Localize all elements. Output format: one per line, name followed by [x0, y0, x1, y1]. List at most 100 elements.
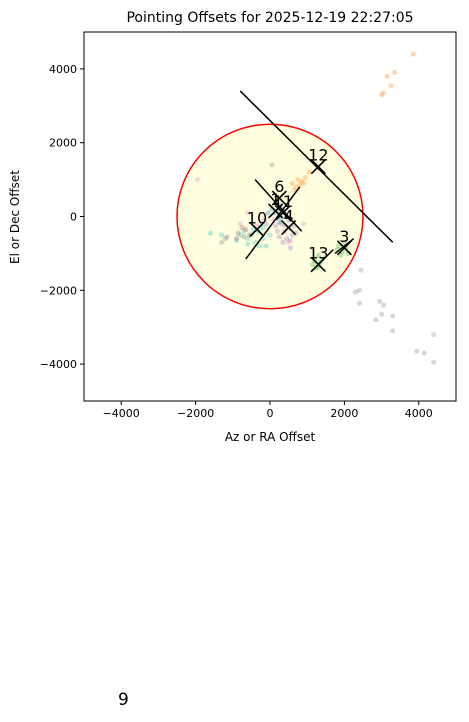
scatter-point: [235, 230, 241, 236]
scatter-point: [384, 73, 390, 79]
scatter-point: [239, 224, 245, 231]
scatter-point: [302, 175, 308, 181]
scatter-point: [352, 289, 359, 295]
x-tick-label: 2000: [330, 407, 358, 420]
x-marker: [310, 159, 326, 175]
x-marker: [271, 190, 287, 206]
scatter-point: [222, 236, 228, 242]
scatter-point: [299, 178, 305, 185]
scatter-point: [289, 180, 295, 186]
y-axis-label: El or Dec Offset: [8, 170, 22, 264]
scatter-point: [390, 313, 396, 319]
scatter-point: [241, 234, 247, 240]
marker-label: 13: [308, 243, 328, 262]
scatter-point: [373, 317, 379, 323]
scatter-point: [358, 267, 364, 273]
x-marker: [249, 221, 265, 237]
scatter-point: [341, 239, 347, 245]
scatter-point: [356, 300, 362, 306]
scatter-point: [410, 51, 416, 57]
scatter-point: [379, 92, 385, 98]
y-tick-label: −4000: [40, 358, 77, 371]
marker-label: 10: [247, 208, 267, 227]
scatter-point: [237, 232, 243, 238]
scatter-point: [287, 245, 294, 251]
scatter-point: [267, 232, 273, 238]
chart-title: Pointing Offsets for 2025-12-19 22:27:05: [126, 10, 413, 26]
scatter-point: [379, 311, 385, 317]
scatter-point: [315, 252, 321, 258]
y-tick-label: 0: [70, 211, 77, 224]
x-marker: [336, 240, 352, 256]
scatter-point: [272, 223, 279, 229]
y-tick-label: 2000: [49, 137, 77, 150]
scatter-point: [259, 224, 266, 231]
scatter-point: [388, 82, 394, 89]
line-segment: [245, 186, 301, 260]
x-tick-label: −4000: [103, 407, 140, 420]
scatter-point: [233, 237, 240, 244]
scatter-point: [310, 261, 316, 268]
scatter-point: [377, 298, 383, 304]
scatter-point: [278, 221, 284, 227]
scatter-point: [276, 219, 282, 225]
scatter-point: [245, 236, 251, 242]
scatter-point: [263, 243, 269, 249]
scatter-point: [300, 180, 307, 186]
x-axis-label: Az or RA Offset: [225, 430, 316, 444]
scatter-point: [194, 177, 201, 183]
scatter-point: [287, 237, 294, 244]
axes-layer: −4000 −2000 0 2000 4000 −4000 −2000 0 2000 4000: [40, 31, 457, 420]
scatter-point: [276, 234, 282, 240]
scatter-point: [219, 239, 225, 245]
scatter-point: [224, 234, 230, 240]
scatter-point: [306, 169, 312, 175]
scatter-point: [241, 228, 247, 234]
scatter-point: [414, 348, 420, 354]
scatter-point: [300, 221, 307, 227]
x-marker: [310, 256, 326, 273]
scatter-point: [243, 226, 249, 233]
scatter-point: [237, 221, 243, 227]
scatter-point: [274, 228, 281, 234]
scatter-point: [293, 184, 299, 190]
marker-label: 6: [274, 177, 284, 196]
marker-label: 3: [339, 227, 349, 246]
scatter-point: [261, 217, 268, 223]
scatter-point: [265, 210, 271, 216]
scatter-point: [245, 241, 251, 247]
x-marker: [275, 205, 291, 221]
scatter-point: [336, 243, 342, 249]
scatter-point: [431, 331, 437, 338]
scatter-point: [207, 230, 214, 236]
scatter-point: [392, 69, 398, 76]
x-tick-label: 4000: [405, 407, 433, 420]
scatter-point: [245, 210, 251, 216]
scatter-point: [431, 359, 437, 365]
y-tick-label: −2000: [40, 284, 77, 297]
scatter-point: [421, 350, 427, 356]
page-number: 9: [118, 690, 129, 710]
y-tick-label: 4000: [49, 63, 77, 76]
scatter-point: [233, 236, 240, 242]
x-tick-label: 0: [267, 407, 274, 420]
marker-label: 11: [273, 192, 293, 211]
marker-label: 12: [308, 146, 328, 165]
scatter-point: [284, 236, 290, 242]
scatter-point: [263, 221, 269, 227]
x-tick-label: −2000: [177, 407, 214, 420]
scatter-point: [297, 182, 303, 188]
marker-label: 4: [284, 207, 294, 226]
scatter-point: [356, 287, 362, 293]
x-marker: [281, 220, 297, 236]
scatter-point: [380, 90, 387, 96]
scatter-point: [256, 243, 262, 249]
scatter-point: [295, 177, 301, 183]
scatter-point: [380, 302, 387, 308]
scatter-point: [390, 328, 396, 334]
scatter-point: [280, 239, 286, 245]
scatter-point: [269, 162, 275, 168]
scatter-point: [219, 232, 225, 238]
